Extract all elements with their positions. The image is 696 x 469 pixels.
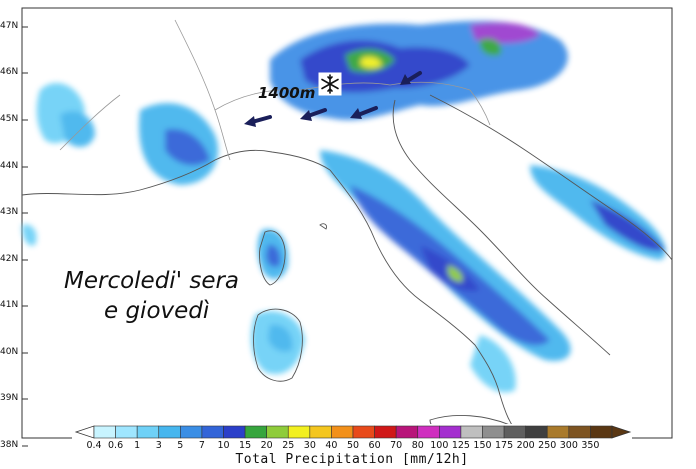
lat-label-46n: 46N (0, 67, 19, 77)
colorbar-swatch (352, 425, 375, 439)
arrow-icon (400, 71, 422, 85)
arrow-icon (244, 115, 272, 127)
colorbar-tick-label: 250 (538, 440, 557, 451)
lat-label-38n: 38N (0, 440, 19, 450)
colorbar-tick-label: 350 (581, 440, 600, 451)
colorbar-swatch (568, 425, 591, 439)
colorbar-tick-label: 300 (559, 440, 578, 451)
lat-label-39n: 39N (0, 393, 19, 403)
colorbar-swatch (287, 425, 311, 439)
colorbar-tick-label: 40 (325, 440, 338, 451)
colorbar-tick-label: 80 (411, 440, 424, 451)
colorbar-tick-label: 0.6 (108, 440, 124, 451)
colorbar-tick-label: 7 (198, 440, 205, 451)
snowflake-icon (318, 72, 342, 96)
wind-arrows (244, 71, 422, 127)
lat-label-40n: 40N (0, 347, 19, 357)
colorbar-tick-label: 30 (303, 440, 316, 451)
lat-label-44n: 44N (0, 161, 19, 171)
colorbar-swatch (546, 425, 570, 439)
colorbar-swatch (158, 425, 181, 439)
colorbar-swatch (180, 425, 203, 439)
lat-ticks (22, 26, 28, 447)
colorbar-swatch (395, 425, 419, 439)
colorbar-tick-label: 175 (495, 440, 514, 451)
colorbar-swatch (460, 425, 483, 439)
color-legend: 0.4 0.6 1 3 5 7 10 15 20 25 30 40 50 60 70 80 100 125 150 1… (72, 424, 632, 469)
snow-level-label: 1400m (258, 84, 316, 102)
colorbar-min-arrow (74, 425, 95, 439)
lat-label-41n: 41N (0, 300, 19, 310)
colorbar-swatch (309, 425, 332, 439)
colorbar-tick-label: 200 (516, 440, 535, 451)
colorbar (74, 425, 632, 439)
colorbar-max-arrow (611, 425, 632, 439)
colorbar-swatch (331, 425, 354, 439)
colorbar-tick-label: 10 (217, 440, 230, 451)
colorbar-tick-label: 60 (368, 440, 381, 451)
country-borders (59, 19, 491, 161)
colorbar-swatch (417, 425, 440, 439)
lat-label-43n: 43N (0, 207, 19, 217)
lat-label-42n: 42N (0, 254, 19, 264)
colorbar-swatch (223, 425, 246, 439)
colorbar-swatch (503, 425, 526, 439)
forecast-title-line2: e giovedì (104, 298, 210, 324)
colorbar-swatch (93, 425, 116, 439)
colorbar-swatch (590, 425, 613, 439)
colorbar-swatch (439, 425, 462, 439)
colorbar-swatch (136, 425, 160, 439)
colorbar-swatch (115, 425, 138, 439)
forecast-title-line1: Mercoledi' sera (64, 268, 240, 294)
colorbar-swatch (374, 425, 397, 439)
colorbar-tick-label: 150 (473, 440, 492, 451)
arrow-icon (350, 106, 378, 119)
colorbar-tick-label: 5 (177, 440, 184, 451)
precipitation-field (22, 20, 666, 393)
colorbar-swatch (266, 425, 289, 439)
colorbar-tick-label: 20 (260, 440, 273, 451)
lat-label-47n: 47N (0, 21, 19, 31)
arrow-icon (300, 108, 327, 121)
coastlines (21, 94, 673, 437)
colorbar-tick-label: 50 (346, 440, 360, 451)
lat-label-45n: 45N (0, 114, 19, 124)
colorbar-swatch (525, 425, 548, 439)
colorbar-swatch (244, 425, 267, 439)
legend-title: Total Precipitation [mm/12h] (235, 452, 469, 467)
colorbar-tick-label: 0.4 (86, 440, 102, 451)
colorbar-tick-label: 100 (430, 440, 449, 451)
colorbar-swatch (482, 425, 505, 439)
colorbar-tick-label: 70 (390, 440, 403, 451)
colorbar-swatch (201, 425, 224, 439)
colorbar-tick-label: 1 (134, 440, 141, 451)
colorbar-tick-label: 25 (282, 440, 295, 451)
colorbar-tick-label: 3 (155, 440, 162, 451)
colorbar-tick-label: 125 (451, 440, 470, 451)
colorbar-tick-label: 15 (239, 440, 252, 451)
